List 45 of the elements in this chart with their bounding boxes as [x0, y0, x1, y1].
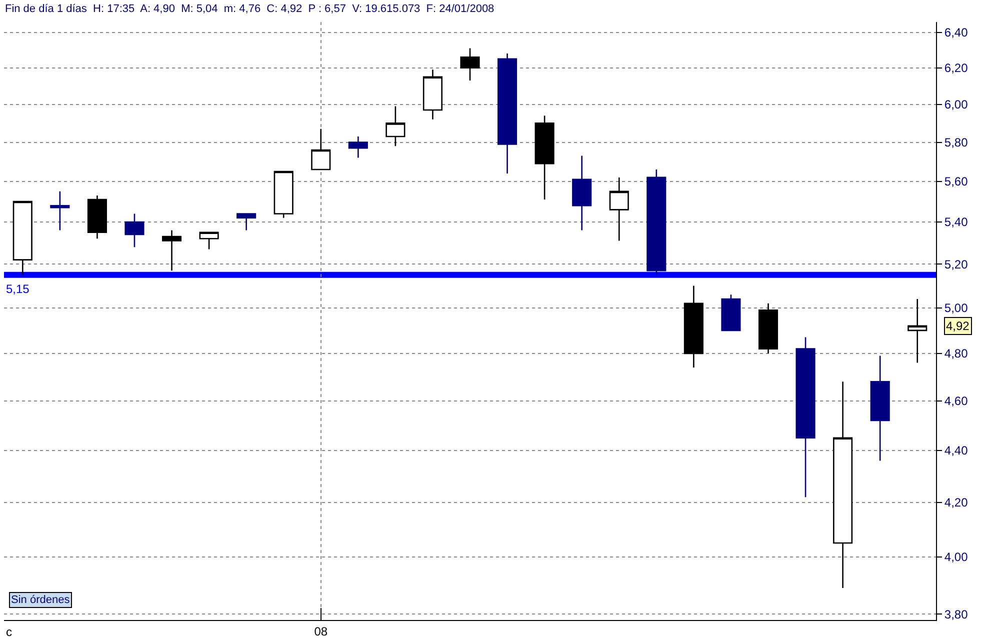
y-tick-label: 6,40 [944, 26, 968, 40]
y-tick-label: 5,80 [944, 135, 968, 150]
candlestick [870, 355, 890, 462]
candlestick [796, 336, 816, 498]
candlestick [12, 200, 32, 276]
candlestick [534, 114, 554, 200]
candlestick [833, 381, 853, 589]
candlestick [572, 155, 592, 231]
candlestick [758, 302, 778, 354]
y-tick-label: 3,80 [944, 607, 968, 622]
x-tick-label: 08 [314, 624, 328, 638]
candlestick [348, 136, 368, 158]
text: c [6, 625, 12, 639]
y-tick-label: 4,20 [944, 496, 968, 510]
y-tick-label: 4,40 [944, 444, 968, 458]
candlestick [162, 230, 182, 272]
ref-line-label: 5,15 [6, 282, 30, 296]
candlestick [199, 232, 219, 250]
y-tick-label: 5,20 [944, 257, 968, 272]
y-tick-label: 6,00 [944, 98, 968, 112]
candlestick [236, 213, 256, 231]
candlestick [87, 194, 107, 240]
y-tick-label: 5,00 [944, 301, 968, 316]
candlestick [50, 190, 70, 231]
candlestick [609, 176, 629, 242]
text: 4,92 [946, 319, 970, 333]
candlestick [908, 298, 928, 364]
candlestick [274, 170, 294, 219]
candlestick [721, 294, 741, 332]
candlestick [460, 48, 480, 82]
annotation: Sin órdenes [11, 594, 70, 606]
candlestick [422, 68, 442, 120]
candlestick [311, 128, 331, 170]
y-tick-label: 6,20 [944, 61, 968, 76]
candlestick [684, 285, 704, 368]
candlestick [646, 168, 666, 276]
y-tick-label: 5,60 [944, 174, 968, 189]
y-tick-label: 4,60 [944, 394, 968, 408]
y-tick-label: 5,40 [944, 215, 968, 230]
candlestick [498, 52, 518, 174]
y-tick-label: 4,00 [944, 550, 968, 564]
candlestick [386, 106, 406, 147]
y-tick-label: 4,80 [944, 346, 968, 361]
chart-title: Fin de día 1 días H: 17:35 A: 4,90 M: 5,04 m: 4,76 C: 4,92 P : 6,57 V: 19.615.073 F: 24/01/2008 [4, 3, 494, 16]
candlestick [124, 213, 144, 248]
